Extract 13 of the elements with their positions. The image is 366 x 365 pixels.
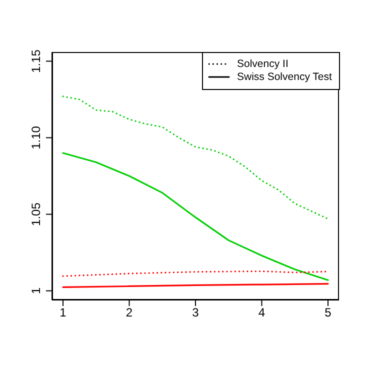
y-tick-label: 1.10	[29, 126, 43, 150]
x-tick-label: 4	[258, 306, 266, 320]
line-series	[62, 152, 329, 281]
annotation: Solvency II	[237, 58, 288, 70]
x-tick-label: 2	[126, 306, 133, 320]
y-tick-label: 1.15	[29, 49, 43, 73]
y-tick-label: 1	[29, 287, 43, 294]
x-tick-label: 1	[60, 306, 67, 320]
x-tick-label: 5	[324, 306, 332, 320]
line-series	[62, 96, 329, 220]
y-tick-label: 1.05	[29, 202, 43, 226]
x-tick-label: 3	[192, 306, 200, 320]
annotation: Swiss Solvency Test	[237, 70, 332, 82]
